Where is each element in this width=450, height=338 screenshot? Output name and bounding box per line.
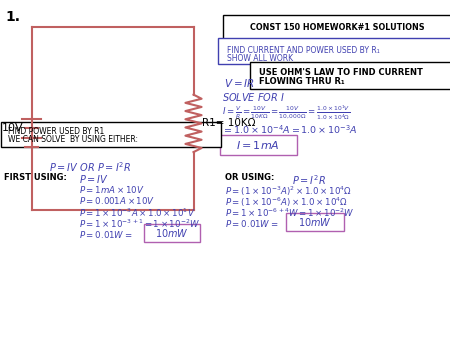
FancyBboxPatch shape — [218, 38, 450, 64]
Text: FLOWING THRU R₁: FLOWING THRU R₁ — [259, 77, 345, 86]
Text: $P = 0.001A \times 10V$: $P = 0.001A \times 10V$ — [79, 195, 155, 207]
Text: FIND POWER USED BY R1: FIND POWER USED BY R1 — [8, 127, 104, 136]
Text: USE OHM'S LAW TO FIND CURRENT: USE OHM'S LAW TO FIND CURRENT — [259, 68, 423, 77]
Text: $\mathit{SOLVE\ FOR\ I}$: $\mathit{SOLVE\ FOR\ I}$ — [222, 91, 285, 103]
Text: 10V: 10V — [2, 123, 24, 134]
FancyBboxPatch shape — [220, 135, 297, 155]
FancyBboxPatch shape — [223, 15, 450, 40]
Text: $\mathit{I = 1mA}$: $\mathit{I = 1mA}$ — [236, 139, 280, 151]
Text: FIRST USING:: FIRST USING: — [4, 173, 68, 182]
Text: OR USING:: OR USING: — [225, 173, 274, 182]
Text: $P = \left(1\times10^{-6}A\right) \times 1.0\times10^{4}\Omega$: $P = \left(1\times10^{-6}A\right) \times… — [225, 195, 348, 209]
FancyBboxPatch shape — [286, 213, 344, 231]
Text: FIND CURRENT AND POWER USED BY R₁: FIND CURRENT AND POWER USED BY R₁ — [227, 46, 379, 55]
Text: $P = 0.01W = $: $P = 0.01W = $ — [79, 229, 132, 240]
FancyBboxPatch shape — [250, 62, 450, 89]
Text: $=1.0\times10^{-4}A=1.0\times10^{-3}A$: $=1.0\times10^{-4}A=1.0\times10^{-3}A$ — [222, 123, 358, 136]
Text: $\mathit{P = IV}$: $\mathit{P = IV}$ — [79, 173, 109, 185]
Text: $P = 1mA \times 10V$: $P = 1mA \times 10V$ — [79, 184, 144, 195]
Text: $10mW$: $10mW$ — [298, 216, 332, 228]
Text: $V = IR$: $V = IR$ — [224, 77, 255, 89]
Text: $P = IV\ OR\ P = I^2R$: $P = IV\ OR\ P = I^2R$ — [49, 161, 131, 174]
FancyBboxPatch shape — [144, 224, 200, 242]
Text: $P = 1\times10^{-6+4}W = 1\times10^{-2}W$: $P = 1\times10^{-6+4}W = 1\times10^{-2}W… — [225, 207, 355, 219]
Text: $I=\frac{V}{R}=\frac{10V}{10K\Omega}=\frac{10V}{10{,}000\Omega}=\frac{1.0\times1: $I=\frac{V}{R}=\frac{10V}{10K\Omega}=\fr… — [222, 103, 351, 122]
Text: $\mathit{P = I^2R}$: $\mathit{P = I^2R}$ — [292, 173, 327, 187]
Text: 1.: 1. — [5, 10, 20, 24]
Text: SHOW ALL WORK: SHOW ALL WORK — [227, 54, 293, 63]
Text: WE CAN SOLVE  BY USING EITHER:: WE CAN SOLVE BY USING EITHER: — [8, 135, 138, 144]
Text: $10mW$: $10mW$ — [155, 227, 189, 239]
Text: $P = 1 \times 10^{-3+1} = 1 \times 10^{-2}W$: $P = 1 \times 10^{-3+1} = 1 \times 10^{-… — [79, 218, 200, 230]
FancyBboxPatch shape — [1, 122, 221, 147]
Text: $P = \left(1\times10^{-3}A\right)^2 \times 1.0\times10^{4}\Omega$: $P = \left(1\times10^{-3}A\right)^2 \tim… — [225, 184, 352, 198]
Text: $P = 0.01W = $: $P = 0.01W = $ — [225, 218, 279, 229]
Text: CONST 150 HOMEWORK#1 SOLUTIONS: CONST 150 HOMEWORK#1 SOLUTIONS — [250, 23, 424, 32]
Text: R1= 10KΩ: R1= 10KΩ — [202, 118, 256, 128]
Text: $P = 1 \times 10^{-3}A \times 1.0 \times 10^{1}V$: $P = 1 \times 10^{-3}A \times 1.0 \times… — [79, 207, 195, 219]
